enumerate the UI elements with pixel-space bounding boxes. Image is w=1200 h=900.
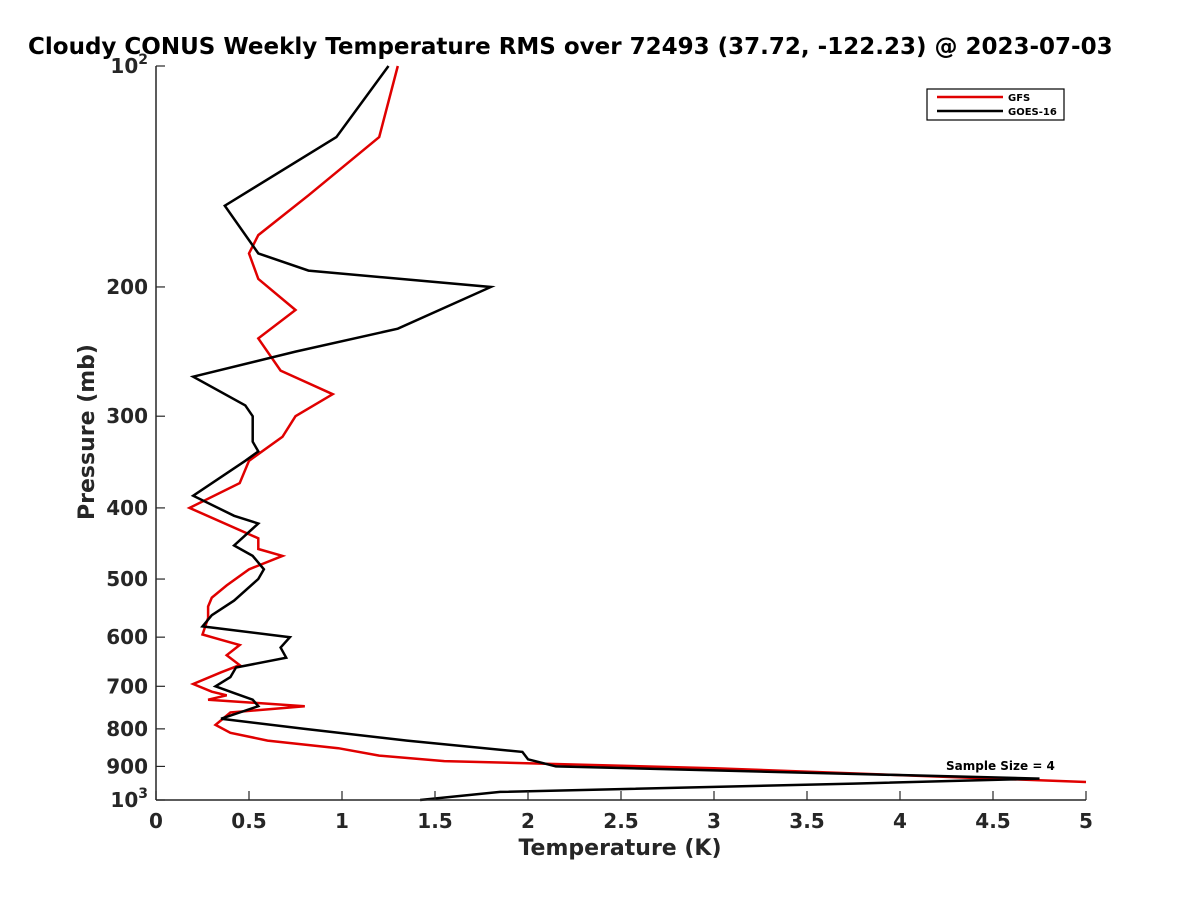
x-tick-label: 5 <box>1079 809 1093 833</box>
y-axis-label: Pressure (mb) <box>75 344 100 520</box>
x-tick-label: 2 <box>521 809 535 833</box>
legend-label-goes16: GOES-16 <box>1008 107 1057 118</box>
y-tick-label: 600 <box>106 625 148 649</box>
x-axis-label: Temperature (K) <box>518 836 721 861</box>
x-tick-label: 1.5 <box>417 809 452 833</box>
x-tick-label: 3 <box>707 809 721 833</box>
series-group <box>186 65 1087 802</box>
legend-box <box>926 88 1065 121</box>
y-tick-label: 400 <box>106 496 148 520</box>
y-tick-label: 700 <box>106 674 148 698</box>
legend-label-gfs: GFS <box>1008 93 1030 104</box>
x-tick-label: 1 <box>335 809 349 833</box>
axes-layer: 0 0.5 1 1.5 2 2.5 3 3.5 4 4.5 5 102 200 300 400 500 600 7… <box>106 52 1093 833</box>
x-tick-label: 0 <box>149 809 163 833</box>
y-tick-label: 500 <box>106 567 148 591</box>
y-tick-label: 200 <box>106 275 148 299</box>
x-tick-label: 0.5 <box>231 809 266 833</box>
y-tick-label: 102 <box>110 52 148 78</box>
y-tick-label: 900 <box>106 754 148 778</box>
y-tick-label: 300 <box>106 404 148 428</box>
x-tick-label: 3.5 <box>789 809 824 833</box>
x-tick-label: 2.5 <box>603 809 638 833</box>
y-tick-label: 103 <box>110 786 148 812</box>
chart-title: Cloudy CONUS Weekly Temperature RMS over… <box>28 34 1113 60</box>
x-tick-label: 4.5 <box>975 809 1010 833</box>
data-layer <box>186 65 1087 802</box>
y-tick-label: 800 <box>106 717 148 741</box>
sample-size-annotation: Sample Size = 4 <box>946 759 1055 773</box>
series-line-gfs <box>186 65 1087 784</box>
x-tick-label: 4 <box>893 809 907 833</box>
series-line-goes16 <box>189 65 1040 802</box>
legend: GFS GOES-16 <box>926 88 1065 121</box>
